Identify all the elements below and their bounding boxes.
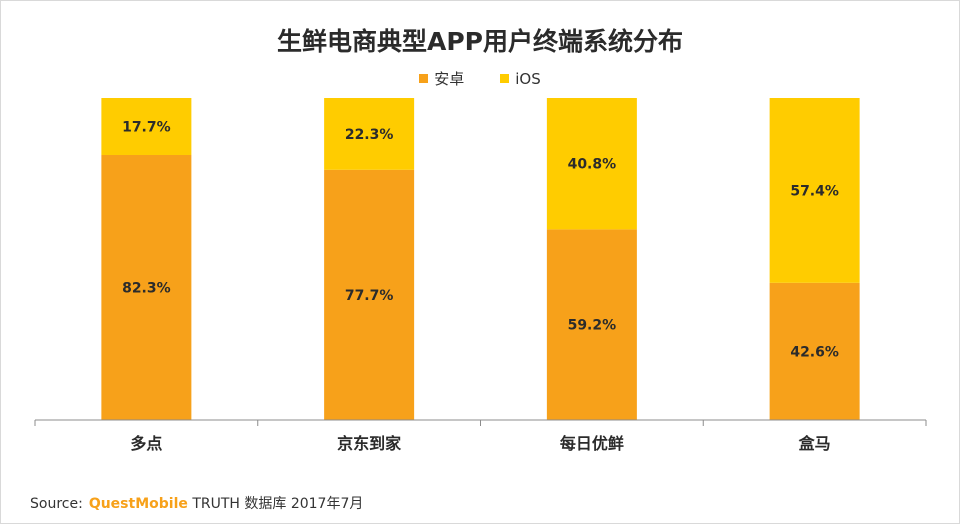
source-prefix: Source: (30, 496, 83, 512)
data-label-android-2: 59.2% (568, 318, 617, 334)
data-label-ios-1: 22.3% (345, 127, 394, 143)
source-note: Source: QuestMobile TRUTH 数据库 2017年7月 (30, 493, 363, 513)
bar-ios-0 (101, 98, 192, 155)
bar-android-1 (324, 169, 415, 420)
bar-ios-1 (324, 98, 415, 170)
legend-item-android: 安卓 (419, 68, 464, 89)
data-label-android-3: 42.6% (790, 344, 839, 360)
data-label-ios-0: 17.7% (122, 119, 171, 135)
source-text: TRUTH 数据库 2017年7月 (192, 496, 364, 512)
category-label-3: 盒马 (799, 434, 831, 453)
legend-label-android: 安卓 (434, 70, 465, 88)
category-label-0: 多点 (130, 434, 162, 453)
bar-ios-3 (769, 98, 860, 283)
bar-android-2 (546, 229, 637, 420)
bar-android-3 (769, 282, 860, 420)
bar-android-0 (101, 154, 192, 420)
legend-item-ios: iOS (500, 68, 541, 89)
legend-label-ios: iOS (515, 69, 541, 88)
source-brand: QuestMobile (88, 496, 188, 512)
data-label-android-0: 82.3% (122, 280, 171, 296)
category-label-1: 京东到家 (337, 434, 402, 453)
data-label-android-1: 77.7% (345, 288, 394, 304)
data-label-ios-2: 40.8% (568, 157, 617, 173)
category-label-2: 每日优鲜 (560, 434, 624, 453)
legend-swatch-android (419, 74, 429, 83)
legend: 安卓 iOS (0, 68, 960, 89)
bar-ios-2 (546, 98, 637, 230)
legend-swatch-ios (500, 74, 510, 83)
data-label-ios-3: 57.4% (790, 183, 839, 199)
chart-title: 生鲜电商典型APP用户终端系统分布 (277, 27, 683, 56)
